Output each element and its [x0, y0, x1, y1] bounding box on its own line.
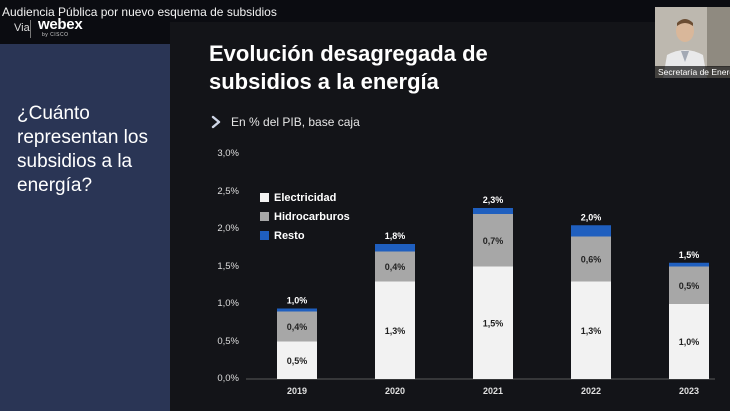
x-tick-label: 2020 [384, 386, 406, 396]
participant-video-tile[interactable]: Secretaría de Energía [655, 7, 730, 78]
total-label: 2,3% [483, 195, 504, 205]
data-label: 0,4% [385, 262, 406, 272]
meeting-title-bar: Audiencia Pública por nuevo esquema de s… [0, 0, 730, 22]
legend-item-electricidad: Electricidad [260, 188, 350, 207]
chevron-right-icon [211, 115, 221, 129]
participant-name-bar: Secretaría de Energía [655, 66, 730, 78]
data-label: 1,5% [483, 318, 504, 328]
bar-segment-resto [375, 244, 415, 252]
bar-segment-hidrocarburos [375, 251, 415, 282]
bar-segment-electricidad [669, 304, 709, 379]
webex-divider [30, 20, 31, 38]
bar-segment-resto [277, 308, 317, 312]
total-label: 1,0% [287, 296, 308, 306]
legend-swatch-resto [260, 231, 269, 240]
legend-swatch-electricidad [260, 193, 269, 202]
data-label: 0,4% [287, 322, 308, 332]
bar-segment-hidrocarburos [277, 311, 317, 342]
total-label: 1,8% [385, 231, 406, 241]
legend-item-resto: Resto [260, 226, 350, 245]
y-tick-label: 1,0% [217, 298, 239, 309]
x-tick-label: 2021 [482, 386, 504, 396]
bar-segment-electricidad [571, 281, 611, 379]
bar-segment-electricidad [277, 341, 317, 379]
bar-segment-hidrocarburos [571, 236, 611, 282]
y-tick-label: 0,0% [217, 373, 239, 384]
data-label: 0,5% [287, 356, 308, 366]
legend-label: Electricidad [274, 191, 337, 204]
bar-segment-electricidad [375, 281, 415, 379]
x-tick-label: 2022 [580, 386, 602, 396]
data-label: 0,5% [679, 281, 700, 291]
y-tick-label: 3,0% [217, 148, 239, 159]
legend-label: Resto [274, 229, 305, 242]
total-label: 2,0% [581, 212, 602, 222]
via-label: Via [14, 22, 30, 34]
x-tick-label: 2023 [678, 386, 700, 396]
bar-segment-resto [473, 208, 513, 214]
participant-name: Secretaría de Energía [658, 67, 730, 77]
data-label: 0,6% [581, 255, 602, 265]
bar-segment-electricidad [473, 266, 513, 379]
y-tick-label: 1,5% [217, 260, 239, 272]
meeting-title: Audiencia Pública por nuevo esquema de s… [2, 5, 277, 19]
data-label: 0,7% [483, 236, 504, 246]
bar-segment-hidrocarburos [473, 214, 513, 267]
legend-swatch-hidrocarburos [260, 212, 269, 221]
y-tick-label: 2,5% [217, 185, 239, 197]
chart-subtitle: En % del PIB, base caja [231, 115, 360, 129]
webex-logo: webex [38, 16, 83, 33]
y-tick-label: 0,5% [217, 335, 239, 347]
data-label: 1,3% [385, 326, 406, 336]
bar-segment-resto [669, 262, 709, 267]
webex-logo-sub: by CISCO [42, 32, 69, 38]
y-tick-label: 2,0% [217, 223, 239, 234]
bar-segment-resto [571, 225, 611, 237]
legend-item-hidrocarburos: Hidrocarburos [260, 207, 350, 226]
chart-title: Evolución desagregada de subsidios a la … [209, 41, 488, 94]
bar-segment-hidrocarburos [669, 266, 709, 304]
question-text: ¿Cuánto representan los subsidios a la e… [17, 103, 148, 196]
data-label: 1,3% [581, 326, 602, 336]
total-label: 1,5% [679, 250, 700, 260]
question-panel [0, 44, 170, 411]
legend-label: Hidrocarburos [274, 210, 350, 223]
x-tick-label: 2019 [286, 386, 308, 396]
data-label: 1,0% [679, 337, 700, 347]
chart-legend: Electricidad Hidrocarburos Resto [260, 188, 350, 245]
